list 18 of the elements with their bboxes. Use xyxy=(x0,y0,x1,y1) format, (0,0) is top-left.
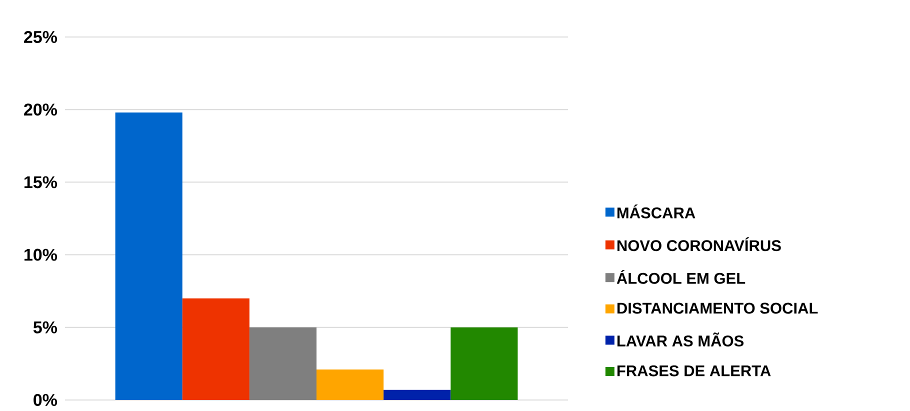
bar xyxy=(182,298,250,400)
y-tick-label: 25% xyxy=(24,30,58,44)
legend-label: FRASES DE ALERTA xyxy=(617,365,771,376)
y-tick-label: 5% xyxy=(33,321,58,334)
bar xyxy=(249,327,317,400)
bar xyxy=(450,327,518,400)
y-tick-label: 0% xyxy=(34,394,58,406)
legend-label: ÁLCOOL EM GEL xyxy=(616,270,746,284)
legend-label: NOVO CORONAVÍRUS xyxy=(617,237,781,252)
bar xyxy=(316,369,384,400)
legend-label: DISTANCIAMENTO SOCIAL xyxy=(617,302,818,314)
y-tick-label: 10% xyxy=(24,248,58,261)
bar xyxy=(115,112,182,400)
y-tick-label: 20% xyxy=(24,104,58,116)
legend-label: MÁSCARA xyxy=(617,204,696,218)
legend-label: LAVAR AS MÃOS xyxy=(617,332,744,346)
y-tick-label: 15% xyxy=(24,176,58,188)
bar xyxy=(384,390,451,400)
